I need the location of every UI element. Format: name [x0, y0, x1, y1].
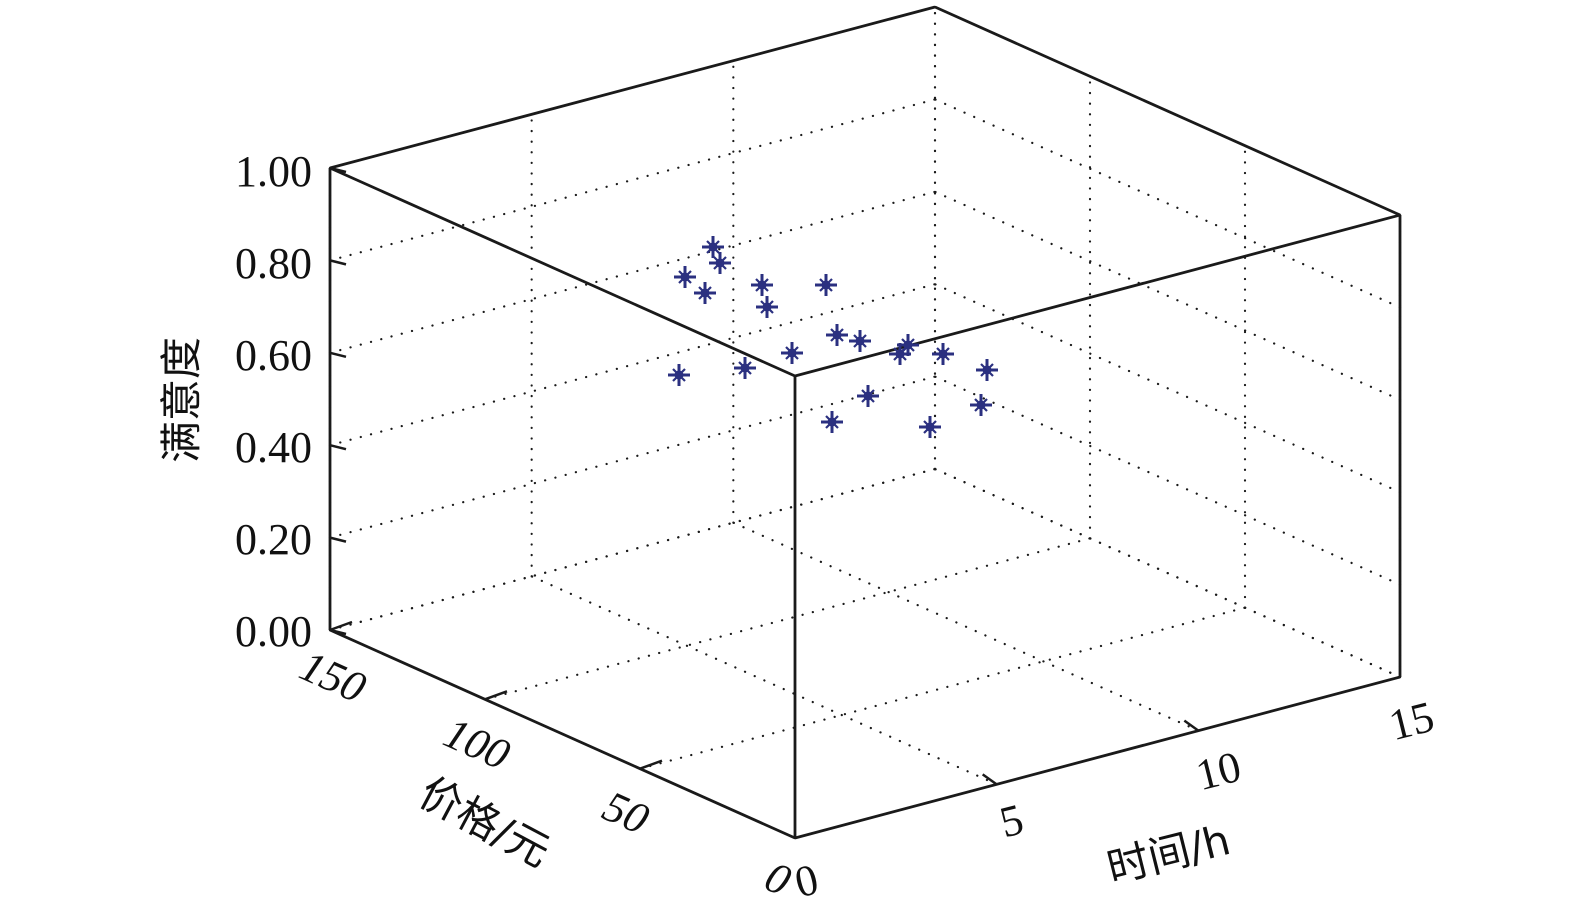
z-tick — [329, 259, 347, 266]
grid-line — [933, 375, 1402, 586]
z-tick-label: 0.00 — [235, 607, 312, 656]
grid-line — [328, 98, 937, 262]
y-tick — [639, 759, 663, 770]
grid-line — [328, 283, 937, 447]
box-edge — [329, 628, 796, 840]
data-points — [668, 236, 998, 438]
y-tick — [329, 620, 353, 632]
z-tick-label: 0.80 — [235, 239, 312, 288]
z-tick — [329, 536, 347, 543]
grid-line — [530, 575, 998, 786]
x-tick-label: 0 — [790, 854, 823, 907]
y-tick-label: 50 — [596, 781, 656, 844]
z-tick — [329, 351, 347, 359]
z-tick — [329, 166, 347, 174]
y-tick-labels: 0 50 100 150 — [293, 641, 798, 906]
x-tick — [1183, 719, 1200, 732]
data-point — [734, 357, 756, 379]
box-edge — [794, 213, 1401, 378]
data-point — [849, 330, 871, 352]
data-point — [674, 266, 696, 288]
grid-line — [483, 537, 1092, 701]
data-point — [709, 252, 731, 274]
z-tick — [329, 628, 347, 636]
data-point — [702, 236, 724, 258]
z-tick-labels: 0.00 0.20 0.40 0.60 0.80 1.00 — [235, 147, 312, 656]
data-point — [970, 394, 992, 416]
data-point — [821, 411, 843, 433]
grid-line — [933, 283, 1402, 494]
data-point — [668, 364, 690, 386]
data-point — [781, 342, 803, 364]
data-point — [751, 274, 773, 296]
z-tick-label: 1.00 — [235, 147, 312, 196]
data-point — [932, 343, 954, 365]
y-axis-title: 价格/元 — [411, 768, 558, 877]
grid-line — [933, 467, 1402, 679]
data-point — [976, 359, 998, 381]
grid-line — [732, 521, 1200, 732]
data-point — [815, 274, 837, 296]
data-point — [919, 416, 941, 438]
grid-line — [328, 375, 937, 539]
x-axis-title: 时间/h — [1102, 815, 1235, 893]
y-tick-label: 100 — [437, 708, 517, 780]
z-tick-label: 0.60 — [235, 331, 312, 380]
axes-box — [328, 5, 1402, 840]
box-edge — [329, 5, 936, 170]
z-tick-label: 0.40 — [235, 423, 312, 472]
z-axis-title: 满意度 — [157, 337, 206, 463]
x-tick-label: 10 — [1191, 742, 1246, 800]
y-tick — [484, 690, 508, 701]
x-tick — [981, 773, 998, 786]
x-tick-label: 5 — [995, 794, 1028, 847]
x-tick-label: 15 — [1384, 692, 1439, 750]
z-tick-label: 0.20 — [235, 515, 312, 564]
grid-line — [328, 467, 937, 632]
grid-lines — [328, 5, 1402, 840]
grid-line — [638, 606, 1247, 770]
grid-line — [328, 190, 937, 354]
tick-marks — [329, 166, 1200, 786]
grid-line — [933, 98, 1402, 309]
data-point — [857, 385, 879, 407]
box-edge — [794, 675, 1401, 840]
grid-line — [933, 190, 1402, 401]
data-point — [826, 324, 848, 346]
data-point — [756, 296, 778, 318]
box-edge — [329, 166, 796, 378]
data-point — [694, 282, 716, 304]
x-tick-labels: 0 5 10 15 — [790, 692, 1439, 908]
data-point — [897, 334, 919, 356]
z-tick — [329, 443, 347, 451]
box-edge — [934, 5, 1401, 217]
